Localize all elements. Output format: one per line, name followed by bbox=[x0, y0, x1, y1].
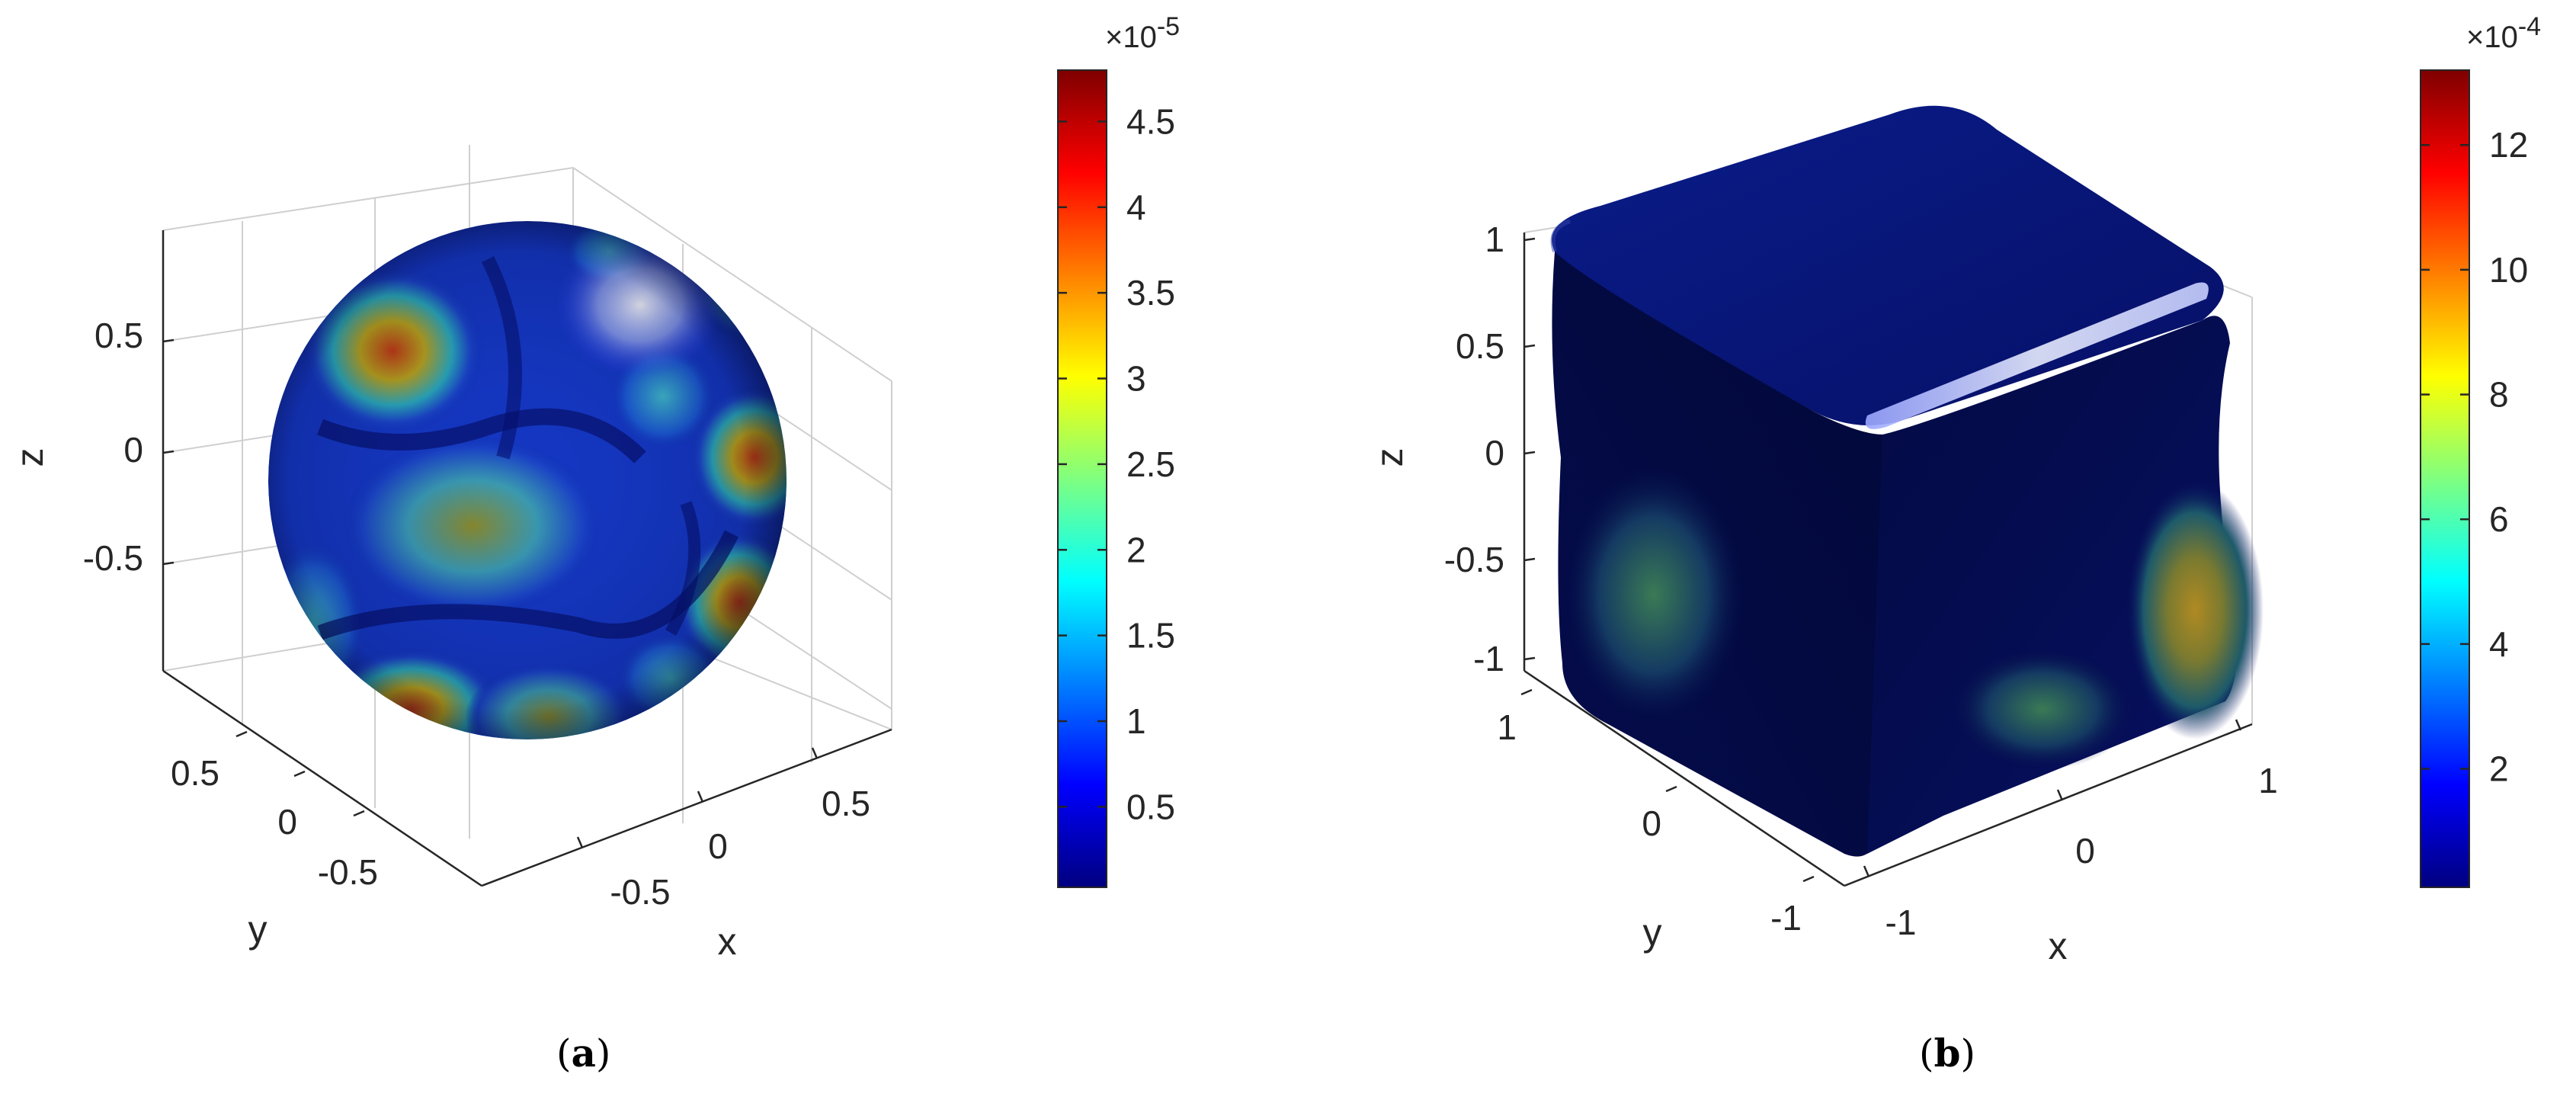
panel-b-colorbar-tick-label: 2 bbox=[2489, 749, 2509, 789]
panel-a-z-tick-0: 0.5 bbox=[95, 316, 143, 355]
panel-a-colorbar-tick-label: 3.5 bbox=[1126, 273, 1175, 313]
panel-b-y-tick-2: 1 bbox=[1497, 707, 1517, 747]
panel-a-colorbar: 0.5 1 1.5 2 2.5 3 3.5 4 4.5 ×10-5 bbox=[1057, 12, 1180, 888]
panel-a-x-ticks: -0.5 0 0.5 bbox=[576, 747, 870, 912]
panel-a-colorbar-tick-label: 1 bbox=[1126, 701, 1146, 741]
caption-a: (a) bbox=[556, 1031, 611, 1076]
panel-b-z-tick-0: -1 bbox=[1473, 639, 1504, 678]
panel-a-z-tick-2: -0.5 bbox=[83, 538, 143, 578]
caption-b: (b) bbox=[1919, 1031, 1975, 1076]
panel-a-colorbar-tick-label: 3 bbox=[1126, 359, 1146, 399]
panel-b-colorbar-tick-label: 8 bbox=[2489, 375, 2509, 415]
panel-a-y-ticks: 0.5 0 -0.5 bbox=[171, 730, 378, 892]
panel-b-colorbar-exponent: ×10-4 bbox=[2466, 12, 2541, 54]
panel-b-colorbar-tick-label: 4 bbox=[2489, 624, 2509, 664]
panel-b-z-tick-2: 0 bbox=[1485, 433, 1504, 473]
panel-a-colorbar-ramp bbox=[1057, 69, 1107, 888]
panel-b-z-ticks: 1 0.5 0 -0.5 -1 bbox=[1444, 220, 1536, 678]
panel-a-x-tick-0: -0.5 bbox=[610, 872, 670, 912]
panel-a-y-tick-2: -0.5 bbox=[318, 852, 378, 892]
panel-b-x-tick-0: -1 bbox=[1886, 903, 1917, 942]
panel-b-z-tick-1: -0.5 bbox=[1444, 540, 1504, 579]
panel-b-x-tick-2: 1 bbox=[2258, 761, 2278, 800]
panel-b-cube-surface bbox=[1550, 105, 2264, 857]
panel-a-colorbar-tick-label: 4 bbox=[1126, 188, 1146, 227]
panel-b: 1 0.5 0 -0.5 -1 z 1 0 -1 y -1 0 1 x 2 4 6 8 bbox=[1368, 12, 2541, 967]
panel-a-sphere-surface bbox=[268, 221, 787, 739]
panel-a-y-label: y bbox=[248, 908, 268, 951]
panel-a-colorbar-tick-label: 2 bbox=[1126, 530, 1146, 569]
panel-a-z-tick-1: 0 bbox=[123, 430, 143, 470]
panel-b-x-tick-1: 0 bbox=[2075, 831, 2095, 871]
panel-b-colorbar-tick-label: 6 bbox=[2489, 499, 2509, 539]
panel-b-colorbar-ticks: 2 4 6 8 10 12 bbox=[2421, 125, 2528, 789]
panel-b-colorbar-ramp bbox=[2420, 69, 2470, 888]
panel-a-z-label: z bbox=[8, 448, 51, 467]
panel-b-y-label: y bbox=[1643, 911, 1662, 954]
panel-b-z-tick-4: 1 bbox=[1485, 220, 1504, 259]
panel-a-colorbar-tick-label: 4.5 bbox=[1126, 101, 1175, 141]
panel-a-y-tick-0: 0.5 bbox=[171, 753, 219, 793]
panel-a-colorbar-ticks: 0.5 1 1.5 2 2.5 3 3.5 4 4.5 bbox=[1058, 101, 1175, 826]
panel-a-colorbar-exponent: ×10-5 bbox=[1105, 12, 1180, 54]
panel-b-x-label: x bbox=[2049, 925, 2068, 967]
panel-b-colorbar-tick-label: 12 bbox=[2489, 125, 2528, 165]
panel-b-z-tick-3: 0.5 bbox=[1456, 326, 1504, 366]
panel-a: 0.5 0 -0.5 z 0.5 0 -0.5 y -0.5 0 0.5 x 0… bbox=[8, 12, 1180, 963]
panel-a-y-tick-1: 0 bbox=[277, 802, 297, 842]
panel-a-z-ticks: 0.5 0 -0.5 bbox=[83, 316, 175, 578]
panel-a-x-tick-2: 0.5 bbox=[822, 784, 870, 823]
panel-a-colorbar-tick-label: 0.5 bbox=[1126, 787, 1175, 826]
panel-b-colorbar: 2 4 6 8 10 12 ×10-4 bbox=[2420, 12, 2541, 888]
panel-a-colorbar-tick-label: 2.5 bbox=[1126, 444, 1175, 484]
panel-b-x-ticks: -1 0 1 bbox=[1863, 719, 2278, 942]
panel-a-x-label: x bbox=[718, 920, 737, 963]
panel-b-y-ticks: 1 0 -1 bbox=[1497, 688, 1815, 938]
panel-a-colorbar-tick-label: 1.5 bbox=[1126, 616, 1175, 656]
panel-b-colorbar-tick-label: 10 bbox=[2489, 250, 2528, 290]
panel-b-y-tick-1: 0 bbox=[1642, 803, 1661, 843]
panel-a-x-tick-1: 0 bbox=[708, 826, 728, 866]
panel-b-z-label: z bbox=[1368, 448, 1411, 467]
panel-b-y-tick-0: -1 bbox=[1770, 898, 1802, 938]
